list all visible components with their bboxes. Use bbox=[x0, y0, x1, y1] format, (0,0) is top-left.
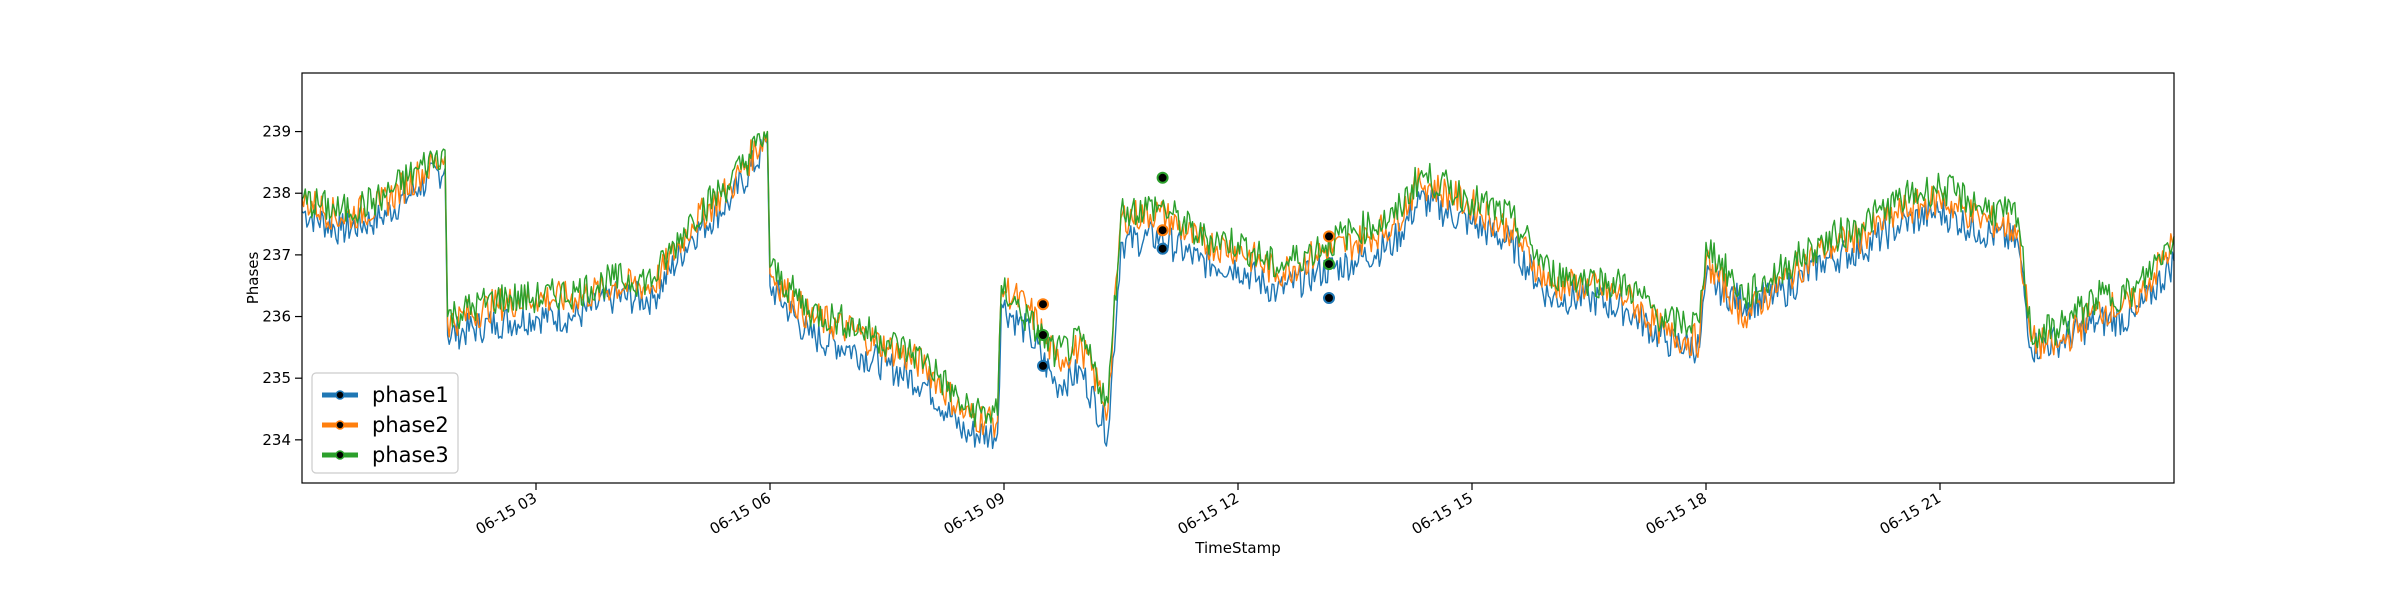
y-tick-label: 234 bbox=[262, 431, 291, 449]
legend-box bbox=[311, 372, 459, 474]
y-axis-label: Phases bbox=[244, 252, 262, 305]
x-tick-label: 06-15 18 bbox=[1643, 489, 1710, 538]
data-point-marker bbox=[1037, 359, 1049, 372]
plot-area bbox=[302, 73, 2174, 483]
x-axis: 06-15 03 06-15 06 06-15 09 06-15 12 06-15 15… bbox=[473, 483, 1944, 538]
legend: phase1 phase2 phase3 bbox=[311, 372, 459, 474]
x-tick-label: 06-15 12 bbox=[1175, 489, 1242, 538]
y-tick-label: 236 bbox=[262, 308, 291, 326]
x-tick-label: 06-15 09 bbox=[941, 489, 1008, 538]
y-axis: 234 235 236 237 238 239 bbox=[262, 123, 302, 449]
legend-marker-phase3 bbox=[335, 450, 345, 460]
legend-marker-phase2 bbox=[335, 420, 345, 430]
legend-label-phase2: phase2 bbox=[372, 413, 449, 437]
y-tick-label: 239 bbox=[262, 123, 291, 141]
data-point-marker bbox=[1323, 258, 1335, 271]
y-tick-label: 237 bbox=[262, 246, 291, 264]
data-point-marker bbox=[1037, 329, 1049, 341]
x-tick-label: 06-15 15 bbox=[1409, 489, 1476, 538]
series-line-phase1 bbox=[301, 138, 2175, 450]
data-point-marker bbox=[1037, 298, 1049, 311]
legend-label-phase1: phase1 bbox=[372, 383, 449, 407]
data-point-marker bbox=[1323, 230, 1335, 243]
series-line-phase3 bbox=[301, 130, 2175, 428]
series-layer bbox=[301, 130, 2175, 450]
data-point-marker bbox=[1156, 171, 1169, 184]
x-tick-label: 06-15 06 bbox=[707, 489, 774, 538]
data-point-marker bbox=[1323, 292, 1335, 304]
legend-label-phase3: phase3 bbox=[372, 443, 449, 467]
x-axis-label: TimeStamp bbox=[1194, 539, 1280, 557]
y-tick-label: 238 bbox=[262, 184, 291, 202]
legend-marker-phase1 bbox=[335, 390, 345, 400]
y-tick-label: 235 bbox=[262, 369, 291, 387]
x-tick-label: 06-15 03 bbox=[473, 489, 540, 538]
data-point-marker bbox=[1156, 224, 1169, 237]
data-point-marker bbox=[1156, 242, 1169, 255]
x-tick-label: 06-15 21 bbox=[1877, 489, 1944, 538]
marker-layer bbox=[1037, 171, 1335, 372]
